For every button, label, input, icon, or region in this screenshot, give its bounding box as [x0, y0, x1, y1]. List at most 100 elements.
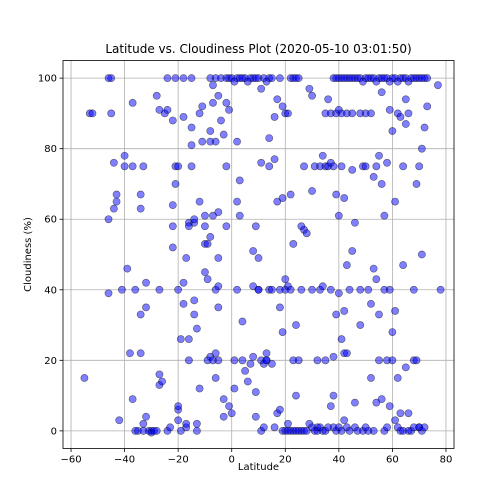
data-point: [284, 419, 292, 428]
data-point: [367, 109, 375, 118]
data-point: [190, 310, 199, 319]
data-point: [278, 328, 287, 336]
y-tick-label: 80: [44, 144, 57, 155]
data-point: [225, 402, 233, 411]
data-point: [388, 356, 397, 365]
data-point: [351, 398, 359, 407]
data-point: [340, 416, 349, 425]
data-point: [388, 328, 397, 336]
chart-title: Latitude vs. Cloudiness Plot (2020-05-10…: [105, 42, 411, 56]
data-point: [278, 194, 287, 202]
data-point: [265, 134, 274, 142]
data-point: [375, 356, 383, 365]
data-point: [206, 232, 215, 241]
data-point: [109, 158, 118, 167]
data-point: [273, 197, 282, 206]
data-point: [292, 321, 300, 329]
data-point: [399, 261, 408, 269]
data-point: [257, 84, 266, 93]
data-point: [211, 137, 220, 146]
data-point: [337, 426, 346, 435]
x-axis-label: Latitude: [238, 462, 279, 473]
data-point: [391, 197, 399, 206]
data-point: [401, 120, 410, 128]
data-point: [136, 190, 145, 199]
x-tick-label: 20: [279, 455, 292, 466]
data-point: [120, 162, 129, 171]
data-point: [337, 162, 346, 171]
data-point: [300, 162, 308, 171]
data-point: [155, 105, 164, 114]
data-point: [214, 208, 223, 217]
data-point: [332, 190, 341, 199]
data-point: [174, 285, 183, 294]
data-point: [259, 423, 268, 432]
data-point: [401, 95, 410, 104]
data-point: [313, 356, 322, 365]
data-point: [225, 105, 233, 114]
data-point: [270, 113, 279, 121]
data-point: [249, 352, 258, 361]
data-point: [391, 416, 399, 425]
data-point: [243, 377, 252, 386]
data-point: [415, 162, 424, 171]
data-point: [139, 419, 148, 428]
data-point: [294, 356, 303, 365]
data-point: [203, 275, 212, 284]
data-point: [128, 395, 137, 404]
data-point: [417, 250, 426, 259]
data-point: [211, 374, 220, 382]
data-point: [364, 285, 373, 294]
data-point: [412, 356, 421, 365]
data-point: [233, 285, 241, 294]
data-point: [201, 211, 209, 220]
y-tick-label: 20: [44, 356, 57, 367]
data-point: [222, 98, 231, 107]
data-point: [434, 81, 442, 90]
data-point: [388, 127, 397, 135]
data-point: [257, 158, 266, 167]
data-point: [393, 374, 402, 382]
data-point: [377, 395, 386, 404]
data-point: [286, 285, 295, 294]
data-point: [423, 74, 432, 83]
data-point: [168, 116, 177, 125]
data-point: [142, 412, 150, 421]
data-point: [276, 303, 284, 312]
data-point: [375, 151, 383, 160]
data-point: [198, 102, 207, 111]
data-point: [372, 398, 381, 407]
data-point: [383, 158, 391, 167]
y-tick-label: 100: [38, 74, 57, 85]
data-point: [332, 310, 341, 319]
data-point: [182, 419, 191, 428]
data-point: [267, 74, 276, 83]
data-point: [391, 307, 399, 315]
data-point: [329, 352, 338, 361]
data-point: [176, 335, 185, 344]
data-point: [88, 109, 97, 118]
data-point: [115, 416, 124, 425]
data-point: [184, 356, 193, 365]
data-point: [329, 391, 338, 400]
data-point: [168, 222, 177, 231]
data-point: [372, 275, 381, 284]
data-point: [112, 190, 121, 199]
data-point: [351, 218, 359, 227]
data-point: [348, 247, 357, 255]
data-point: [209, 98, 217, 107]
x-tick-label: 40: [332, 455, 345, 466]
data-point: [174, 162, 183, 171]
data-point: [251, 388, 260, 396]
data-point: [289, 240, 298, 248]
data-point: [420, 423, 429, 432]
data-point: [321, 356, 330, 365]
x-tick-label: 0: [229, 455, 235, 466]
data-point: [305, 84, 314, 93]
data-point: [356, 285, 365, 294]
data-point: [222, 222, 231, 231]
data-point: [396, 113, 405, 121]
data-point: [168, 201, 177, 210]
y-tick-label: 60: [44, 215, 57, 226]
data-point: [401, 363, 410, 372]
